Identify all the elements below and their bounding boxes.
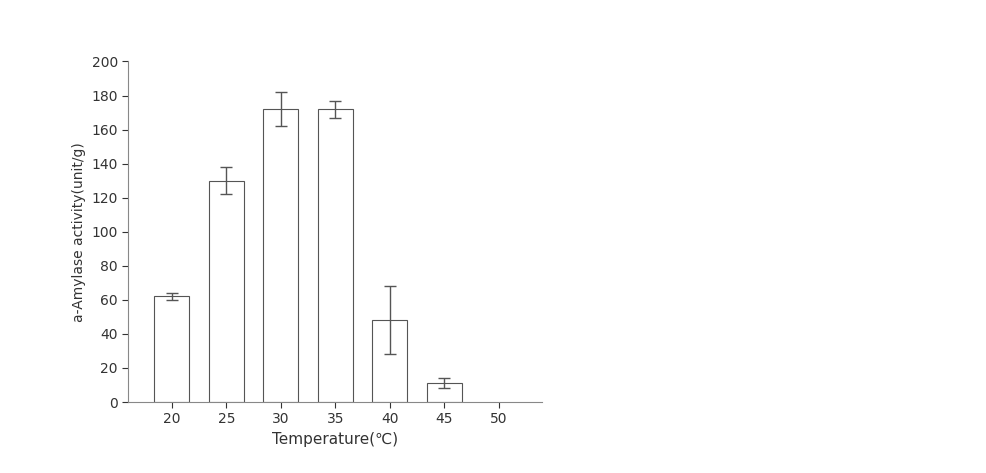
Y-axis label: a-Amylase activity(unit/g): a-Amylase activity(unit/g): [72, 142, 86, 322]
Bar: [209, 181, 244, 402]
Bar: [263, 109, 298, 402]
Bar: [155, 297, 189, 402]
X-axis label: Temperature(℃): Temperature(℃): [272, 432, 398, 447]
Bar: [373, 320, 407, 402]
Bar: [427, 383, 461, 402]
Bar: [317, 109, 353, 402]
